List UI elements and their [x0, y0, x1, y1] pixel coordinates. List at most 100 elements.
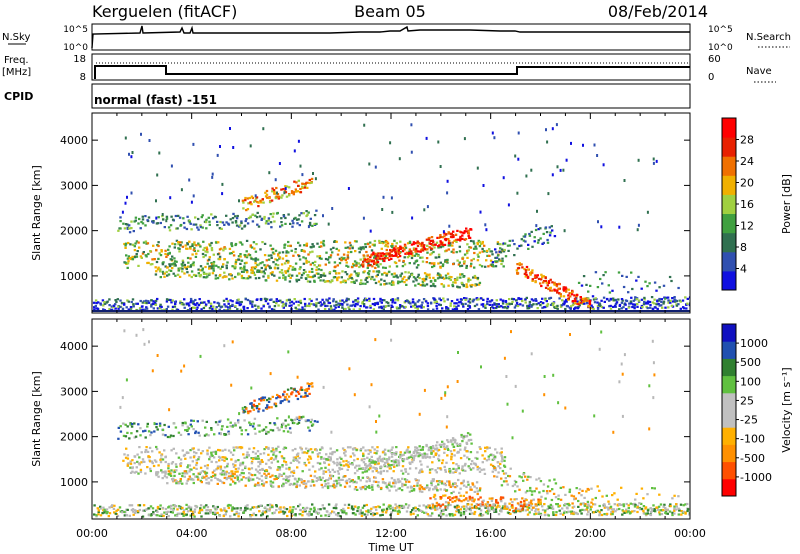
power-cell — [551, 229, 554, 232]
power-cell — [122, 222, 125, 225]
velocity-cell — [169, 474, 173, 477]
power-cell — [288, 193, 291, 196]
velocity-cell — [168, 471, 172, 474]
power-cell — [500, 248, 504, 251]
velocity-cell — [370, 455, 373, 458]
power-cell — [185, 302, 188, 305]
power-cell — [175, 260, 178, 263]
velocity-cell — [240, 433, 243, 436]
power-cell — [264, 191, 267, 194]
power-cell — [426, 251, 429, 254]
power-cell — [454, 281, 457, 284]
power-cell — [423, 244, 426, 247]
power-cell — [649, 306, 652, 309]
velocity-cell — [175, 465, 178, 468]
power-cell — [426, 302, 429, 305]
velocity-cell — [300, 481, 304, 484]
power-cell — [522, 239, 526, 242]
power-cell — [524, 298, 527, 301]
velocity-cell — [140, 451, 143, 454]
velocity-cell — [287, 476, 290, 479]
power-cell — [621, 274, 624, 277]
velocity-cell — [275, 509, 278, 512]
power-cell — [124, 261, 127, 264]
velocity-cell — [329, 459, 332, 462]
power-cell — [233, 215, 237, 218]
power-cell — [548, 226, 551, 229]
power-cell — [273, 220, 276, 223]
power-cell — [256, 211, 259, 214]
power-cell — [553, 281, 556, 284]
power-cell — [202, 306, 206, 310]
power-cell — [416, 242, 419, 245]
power-cell — [648, 300, 652, 304]
power-cell — [516, 272, 520, 275]
velocity-cell — [384, 482, 387, 485]
power-cell — [582, 300, 585, 303]
velocity-cell — [282, 472, 286, 475]
power-cell — [468, 301, 472, 304]
velocity-cell — [404, 483, 407, 486]
velocity-cell — [470, 512, 473, 515]
colorbar-segment — [722, 251, 736, 272]
velocity-cell — [155, 448, 159, 451]
velocity-cell — [254, 514, 258, 517]
velocity-cell — [274, 455, 278, 458]
velocity-cell — [609, 513, 613, 516]
power-cell — [432, 250, 435, 254]
power-cell — [142, 241, 146, 244]
velocity-cell — [265, 481, 268, 484]
power-cell — [239, 308, 243, 311]
power-cell — [438, 276, 441, 279]
power-cell — [348, 241, 352, 244]
velocity-cell — [337, 512, 340, 515]
power-cell — [307, 260, 311, 263]
power-cell — [422, 306, 425, 309]
velocity-cell — [304, 485, 308, 488]
power-cell — [539, 282, 542, 285]
velocity-cell — [155, 474, 158, 477]
velocity-cell — [176, 512, 180, 515]
velocity-cell — [448, 513, 451, 516]
velocity-cell — [500, 510, 503, 513]
velocity-cell — [371, 488, 374, 491]
power-cell — [273, 267, 277, 270]
velocity-cell — [155, 426, 158, 429]
velocity-cell — [184, 457, 187, 460]
power-cell — [486, 302, 489, 306]
power-cell — [370, 254, 373, 257]
power-cell — [253, 200, 256, 203]
power-cell — [234, 265, 237, 268]
velocity-cell — [103, 508, 106, 511]
power-cell — [103, 301, 106, 304]
power-cell — [634, 298, 637, 301]
power-cell — [199, 273, 203, 277]
power-cell — [408, 275, 411, 278]
power-cell — [181, 245, 185, 248]
power-cell — [352, 303, 355, 306]
velocity-cell — [287, 480, 290, 483]
velocity-cell — [136, 460, 139, 463]
velocity-cell — [330, 474, 333, 477]
power-cell — [437, 256, 441, 259]
power-cell — [194, 255, 198, 258]
power-cell — [391, 299, 395, 302]
velocity-cell — [278, 451, 282, 454]
power-cell — [594, 271, 598, 274]
velocity-cell — [541, 508, 545, 512]
velocity-cell — [398, 487, 402, 490]
power-cell — [489, 300, 492, 303]
power-cell — [275, 186, 278, 190]
velocity-cell — [438, 507, 442, 510]
power-cell — [114, 307, 117, 310]
velocity-cell — [336, 458, 339, 461]
velocity-cell — [155, 445, 158, 449]
power-cell — [306, 304, 309, 307]
velocity-cell — [646, 512, 649, 515]
power-cell — [251, 305, 254, 308]
power-cell — [137, 222, 140, 225]
power-cell — [617, 271, 621, 274]
velocity-cell — [620, 503, 623, 506]
velocity-cell — [323, 484, 327, 488]
power-cell — [379, 257, 382, 260]
